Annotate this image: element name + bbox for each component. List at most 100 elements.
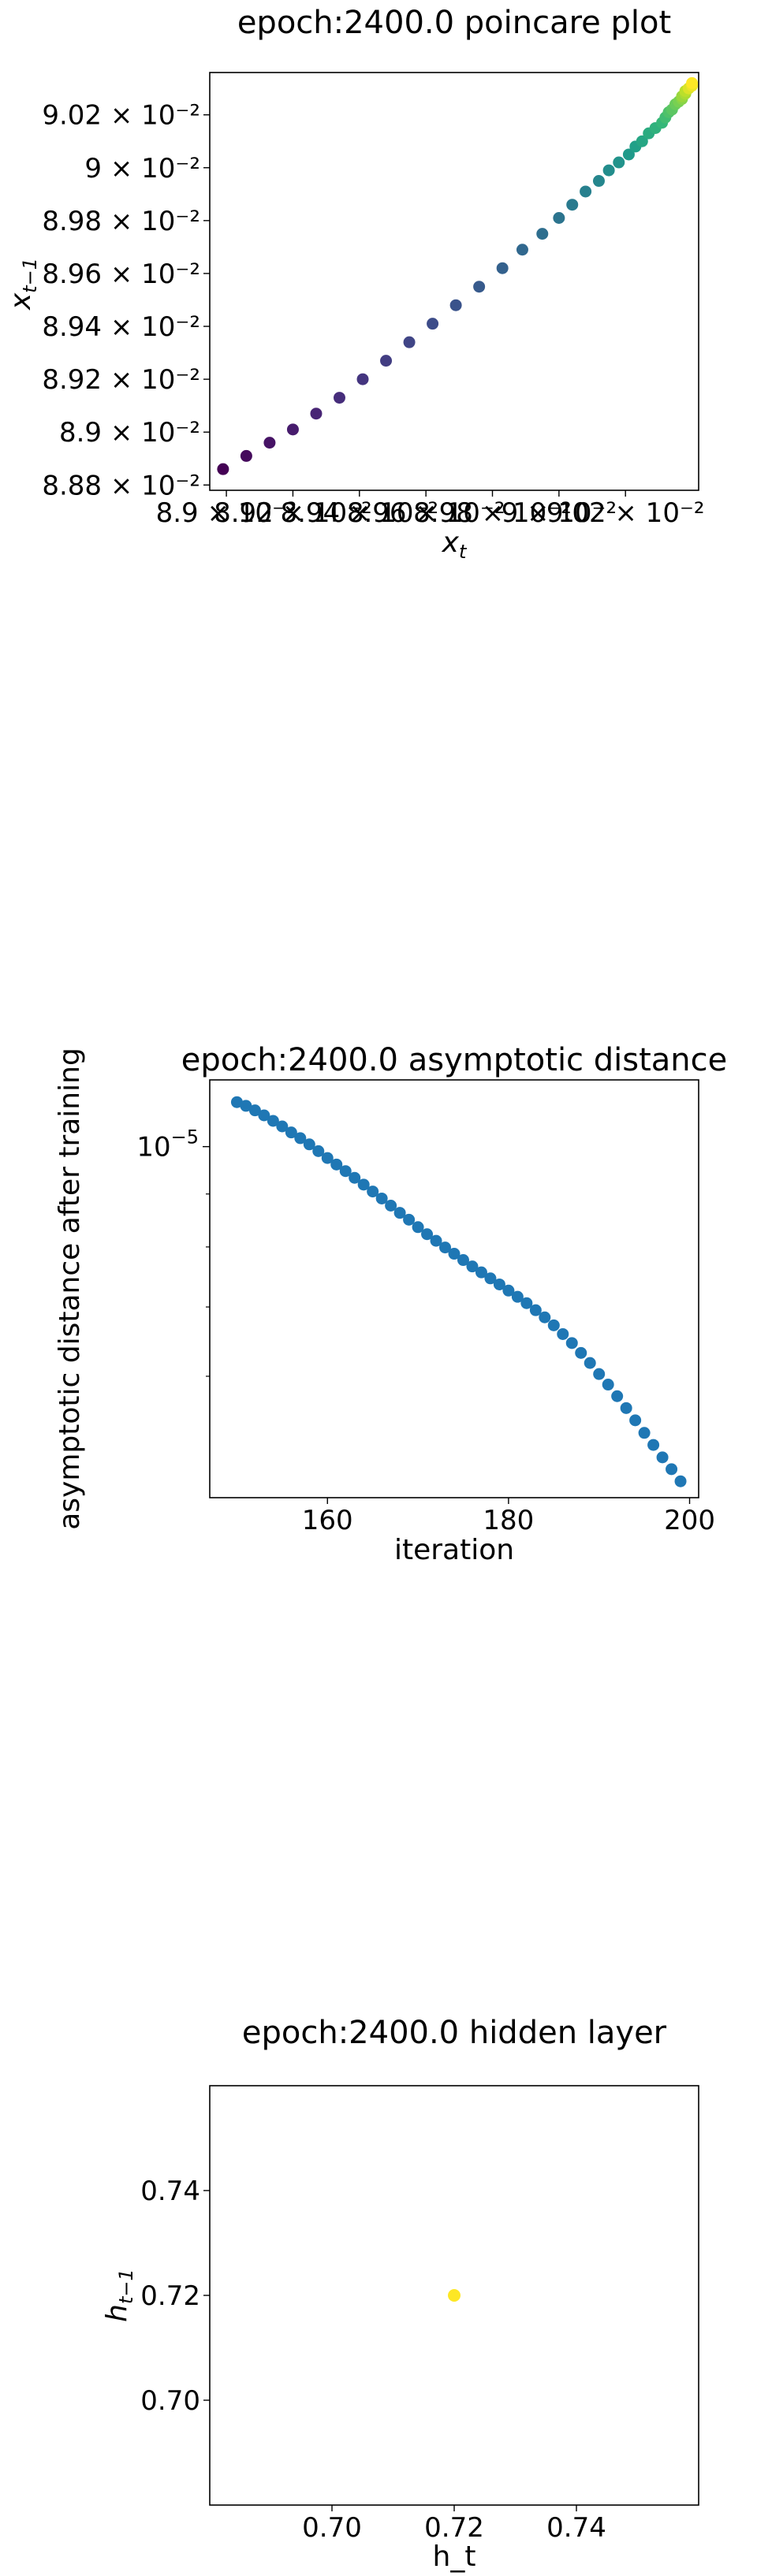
asymptotic-point xyxy=(248,1104,261,1117)
poincare-x-tick-label: 8.92 × 10⁻² xyxy=(214,497,372,529)
asymptotic-point xyxy=(385,1199,397,1212)
poincare-point xyxy=(333,392,345,404)
asymptotic-point xyxy=(647,1439,660,1451)
asymptotic-point xyxy=(638,1427,651,1439)
poincare-y-tick-label: 8.9 × 10⁻² xyxy=(59,417,200,449)
asymptotic-x-tick-label: 200 xyxy=(664,1505,715,1536)
asymptotic-points xyxy=(230,1096,687,1487)
asymptotic-point xyxy=(565,1337,578,1349)
asymptotic-x-tick-label: 160 xyxy=(302,1505,353,1536)
poincare-y-tick-label: 9.02 × 10⁻² xyxy=(42,100,200,132)
asymptotic-point xyxy=(312,1145,325,1157)
poincare-point xyxy=(403,336,416,348)
asymptotic-point xyxy=(674,1475,687,1487)
asymptotic-point xyxy=(620,1402,632,1414)
hidden-layer-point xyxy=(448,2289,461,2302)
poincare-plot-chart: epoch:2400.0 poincare plot 8.88 × 10⁻²8.… xyxy=(5,5,705,563)
hidden-layer-x-ticks: 0.70 0.72 0.74 xyxy=(302,2505,606,2544)
hidden-layer-y-axis-label: ht−1 xyxy=(101,2269,137,2322)
poincare-x-axis-label: xt xyxy=(442,527,468,563)
asymptotic-point xyxy=(285,1126,297,1139)
asymptotic-point xyxy=(339,1165,352,1178)
asymptotic-point xyxy=(584,1357,596,1369)
asymptotic-distance-title: epoch:2400.0 asymptotic distance xyxy=(181,1042,728,1078)
asymptotic-point xyxy=(502,1284,515,1297)
poincare-point xyxy=(380,355,393,367)
poincare-point xyxy=(592,175,605,188)
asymptotic-x-ticks: 160 180 200 xyxy=(302,1498,715,1536)
hidden-layer-points xyxy=(448,2289,461,2302)
poincare-point xyxy=(310,408,323,420)
asymptotic-x-tick-label: 180 xyxy=(483,1505,534,1536)
poincare-point xyxy=(553,211,565,224)
poincare-y-tick-label: 8.92 × 10⁻² xyxy=(42,364,200,396)
asymptotic-point xyxy=(520,1297,533,1309)
asymptotic-point xyxy=(330,1158,343,1171)
asymptotic-point xyxy=(547,1319,560,1331)
asymptotic-point xyxy=(611,1390,624,1402)
asymptotic-distance-chart: epoch:2400.0 asymptotic distance 10−5 16… xyxy=(54,1042,727,1566)
poincare-point xyxy=(427,318,439,330)
asymptotic-x-axis-label: iteration xyxy=(394,1534,514,1566)
asymptotic-point xyxy=(258,1109,270,1122)
poincare-point xyxy=(636,135,648,147)
asymptotic-point xyxy=(240,1100,252,1112)
poincare-point xyxy=(286,423,299,436)
hidden-layer-x-axis-label: h_t xyxy=(433,2541,476,2573)
poincare-plot-frame xyxy=(209,72,699,491)
asymptotic-point xyxy=(439,1241,452,1254)
asymptotic-point xyxy=(403,1213,416,1226)
poincare-x-tick-label: 9 × 10⁻² xyxy=(502,497,617,529)
asymptotic-y-axis-label: asymptotic distance after training xyxy=(54,1048,86,1530)
asymptotic-point xyxy=(421,1228,434,1241)
hidden-layer-x-tick-label: 0.74 xyxy=(546,2512,606,2544)
asymptotic-point xyxy=(357,1178,370,1191)
poincare-point xyxy=(580,185,592,198)
asymptotic-point xyxy=(475,1266,487,1279)
asymptotic-point xyxy=(457,1254,469,1267)
poincare-point xyxy=(686,76,699,89)
asymptotic-point xyxy=(393,1207,406,1219)
poincare-point xyxy=(613,156,625,169)
hidden-layer-x-tick-label: 0.70 xyxy=(302,2512,362,2544)
poincare-points xyxy=(217,76,699,475)
asymptotic-point xyxy=(303,1138,315,1151)
hidden-layer-y-tick-label: 0.70 xyxy=(140,2385,200,2417)
asymptotic-point xyxy=(557,1327,569,1340)
poincare-point xyxy=(516,244,528,256)
hidden-layer-y-ticks: 0.70 0.72 0.74 xyxy=(140,2176,210,2417)
poincare-x-tick-label: 8.96 × 10⁻² xyxy=(347,497,505,529)
poincare-y-tick-label: 8.94 × 10⁻² xyxy=(42,311,200,343)
hidden-layer-y-tick-label: 0.72 xyxy=(140,2280,200,2312)
asymptotic-distance-frame xyxy=(209,1079,699,1498)
poincare-y-tick-label: 8.98 × 10⁻² xyxy=(42,206,200,237)
asymptotic-point xyxy=(575,1346,587,1359)
asymptotic-point xyxy=(629,1414,642,1427)
poincare-plot-title: epoch:2400.0 poincare plot xyxy=(237,5,671,41)
asymptotic-point xyxy=(375,1192,388,1204)
poincare-y-axis-label: xt−1 xyxy=(5,258,41,311)
asymptotic-point xyxy=(511,1290,524,1303)
asymptotic-point xyxy=(493,1278,505,1290)
poincare-y-tick-label: 8.96 × 10⁻² xyxy=(42,259,200,290)
poincare-point xyxy=(240,449,252,462)
asymptotic-y-tick-label: 10−5 xyxy=(136,1126,199,1163)
poincare-y-ticks: 8.88 × 10⁻² 8.9 × 10⁻² 8.92 × 10⁻² 8.94 × 1… xyxy=(42,100,210,501)
poincare-point xyxy=(473,281,486,293)
asymptotic-point xyxy=(294,1132,307,1145)
poincare-point xyxy=(536,228,549,240)
asymptotic-point xyxy=(656,1451,669,1464)
asymptotic-point xyxy=(666,1463,678,1476)
asymptotic-point xyxy=(430,1234,442,1247)
hidden-layer-title: epoch:2400.0 hidden layer xyxy=(242,2015,667,2051)
asymptotic-point xyxy=(412,1221,424,1234)
poincare-x-tick-label: 8.94 × 10⁻² xyxy=(280,497,438,529)
asymptotic-point xyxy=(267,1115,279,1127)
poincare-point xyxy=(622,148,635,161)
asymptotic-point xyxy=(593,1368,606,1380)
poincare-point xyxy=(602,164,615,177)
asymptotic-point xyxy=(529,1304,542,1316)
poincare-y-tick-label: 9 × 10⁻² xyxy=(84,153,200,184)
asymptotic-point xyxy=(602,1379,614,1391)
